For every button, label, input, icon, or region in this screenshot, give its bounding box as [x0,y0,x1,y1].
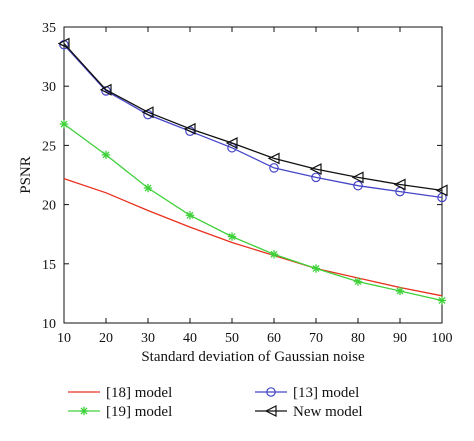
data-point [269,250,279,259]
data-point [269,163,279,173]
data-point [311,172,321,183]
y-tick-label: 25 [42,139,56,154]
series-line [63,123,443,302]
x-tick-label: 30 [141,331,155,346]
legend-item: [13] model [255,385,359,401]
data-point [141,106,154,119]
y-axis-label: PSNR [18,156,34,194]
legend-label: [18] model [106,385,172,401]
data-point [59,119,69,129]
legend-item: [18] model [68,385,172,401]
data-point [227,232,237,241]
data-point [437,296,447,305]
data-point [101,150,111,160]
x-axis-ticks: 10 20 30 40 50 60 70 80 90 100 [57,27,453,346]
series-3 [57,37,448,197]
series-layer [57,37,448,305]
data-point [395,286,405,296]
legend-label: New model [293,404,363,420]
data-point [99,83,112,96]
series-1 [59,119,447,305]
y-tick-label: 20 [42,199,56,214]
data-point [435,184,448,197]
y-tick-label: 10 [42,317,56,332]
data-point [353,277,363,286]
y-tick-label: 35 [42,21,56,36]
y-axis-ticks: 10 15 20 25 30 35 [42,21,442,332]
x-tick-label: 20 [99,331,113,346]
x-tick-label: 50 [225,331,239,346]
legend-marker [264,405,277,417]
data-point [183,122,196,135]
x-tick-label: 80 [351,331,365,346]
data-point [267,152,280,165]
data-point [351,171,364,184]
series-0 [63,177,443,297]
legend-marker [79,406,89,416]
data-point [353,180,363,191]
data-point [309,163,322,176]
legend-label: [13] model [293,385,359,401]
legend-label: [19] model [106,404,172,420]
x-tick-label: 70 [309,331,323,346]
legend-item: [19] model [68,404,172,420]
y-tick-label: 15 [42,258,56,273]
legend-marker [266,387,276,397]
series-line [63,177,443,297]
x-tick-label: 100 [432,331,453,346]
data-point [225,137,238,150]
data-point [143,183,153,193]
x-tick-label: 10 [57,331,71,346]
y-tick-label: 30 [42,80,56,95]
data-point [311,264,321,273]
data-point [185,211,195,220]
series-line [63,43,443,192]
series-line [63,44,443,199]
data-point [57,37,70,50]
x-tick-label: 60 [267,331,281,346]
x-tick-label: 90 [393,331,407,346]
legend-item: New model [255,404,363,420]
series-2 [59,39,447,203]
x-axis-label: Standard deviation of Gaussian noise [141,349,365,365]
data-point [393,178,406,191]
plot-area [63,26,443,324]
x-tick-label: 40 [183,331,197,346]
legend: [18] model [19] model [13] model New model [68,385,363,420]
